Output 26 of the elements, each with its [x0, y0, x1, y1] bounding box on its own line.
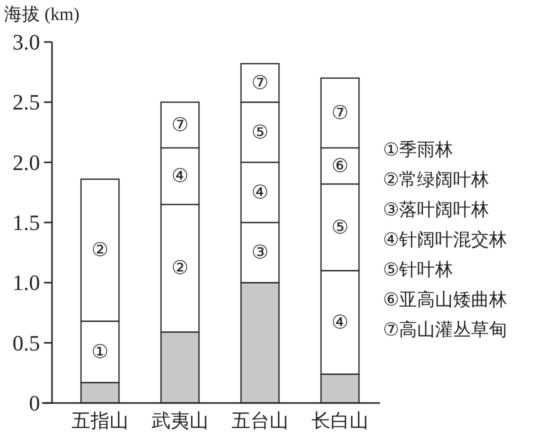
x-tick-label: 长白山 [312, 411, 368, 432]
y-tick-label: 1.5 [12, 210, 40, 235]
x-tick-label: 五台山 [232, 411, 288, 432]
y-tick-label: 2.0 [12, 150, 40, 175]
y-axis-title: 海拔 (km) [4, 4, 80, 24]
data-label: ② [171, 257, 189, 280]
data-label: ④ [171, 165, 189, 188]
y-tick-label: 0 [29, 390, 40, 416]
data-label: ⑦ [331, 102, 349, 124]
data-label: ⑥ [331, 154, 349, 177]
y-tick-label: 1.0 [12, 270, 40, 296]
data-label: ⑦ [251, 72, 269, 94]
data-label: ⑤ [331, 216, 349, 238]
data-label: ⑦ [171, 114, 189, 136]
data-label: ⑤ [251, 121, 269, 144]
x-tick-label: 五指山 [72, 411, 128, 432]
y-tick-label: 2.5 [12, 90, 40, 115]
data-label: ③ [251, 242, 269, 264]
notes: ①季雨林 ②常绿阔叶林 ③落叶阔叶林 ④针阔叶混交林 ⑤针叶林 ⑥亚高山矮曲林 ⑦高山灌丛草甸 [383, 140, 508, 340]
y-tick-label: 0.5 [12, 330, 40, 356]
x-tick-label: 武夷山 [152, 411, 208, 432]
data-label: ① [91, 340, 109, 363]
data-label: ④ [251, 181, 269, 204]
y-tick-label: 3.0 [12, 30, 40, 54]
data-label: ④ [331, 311, 349, 334]
data-label: ② [91, 239, 109, 262]
